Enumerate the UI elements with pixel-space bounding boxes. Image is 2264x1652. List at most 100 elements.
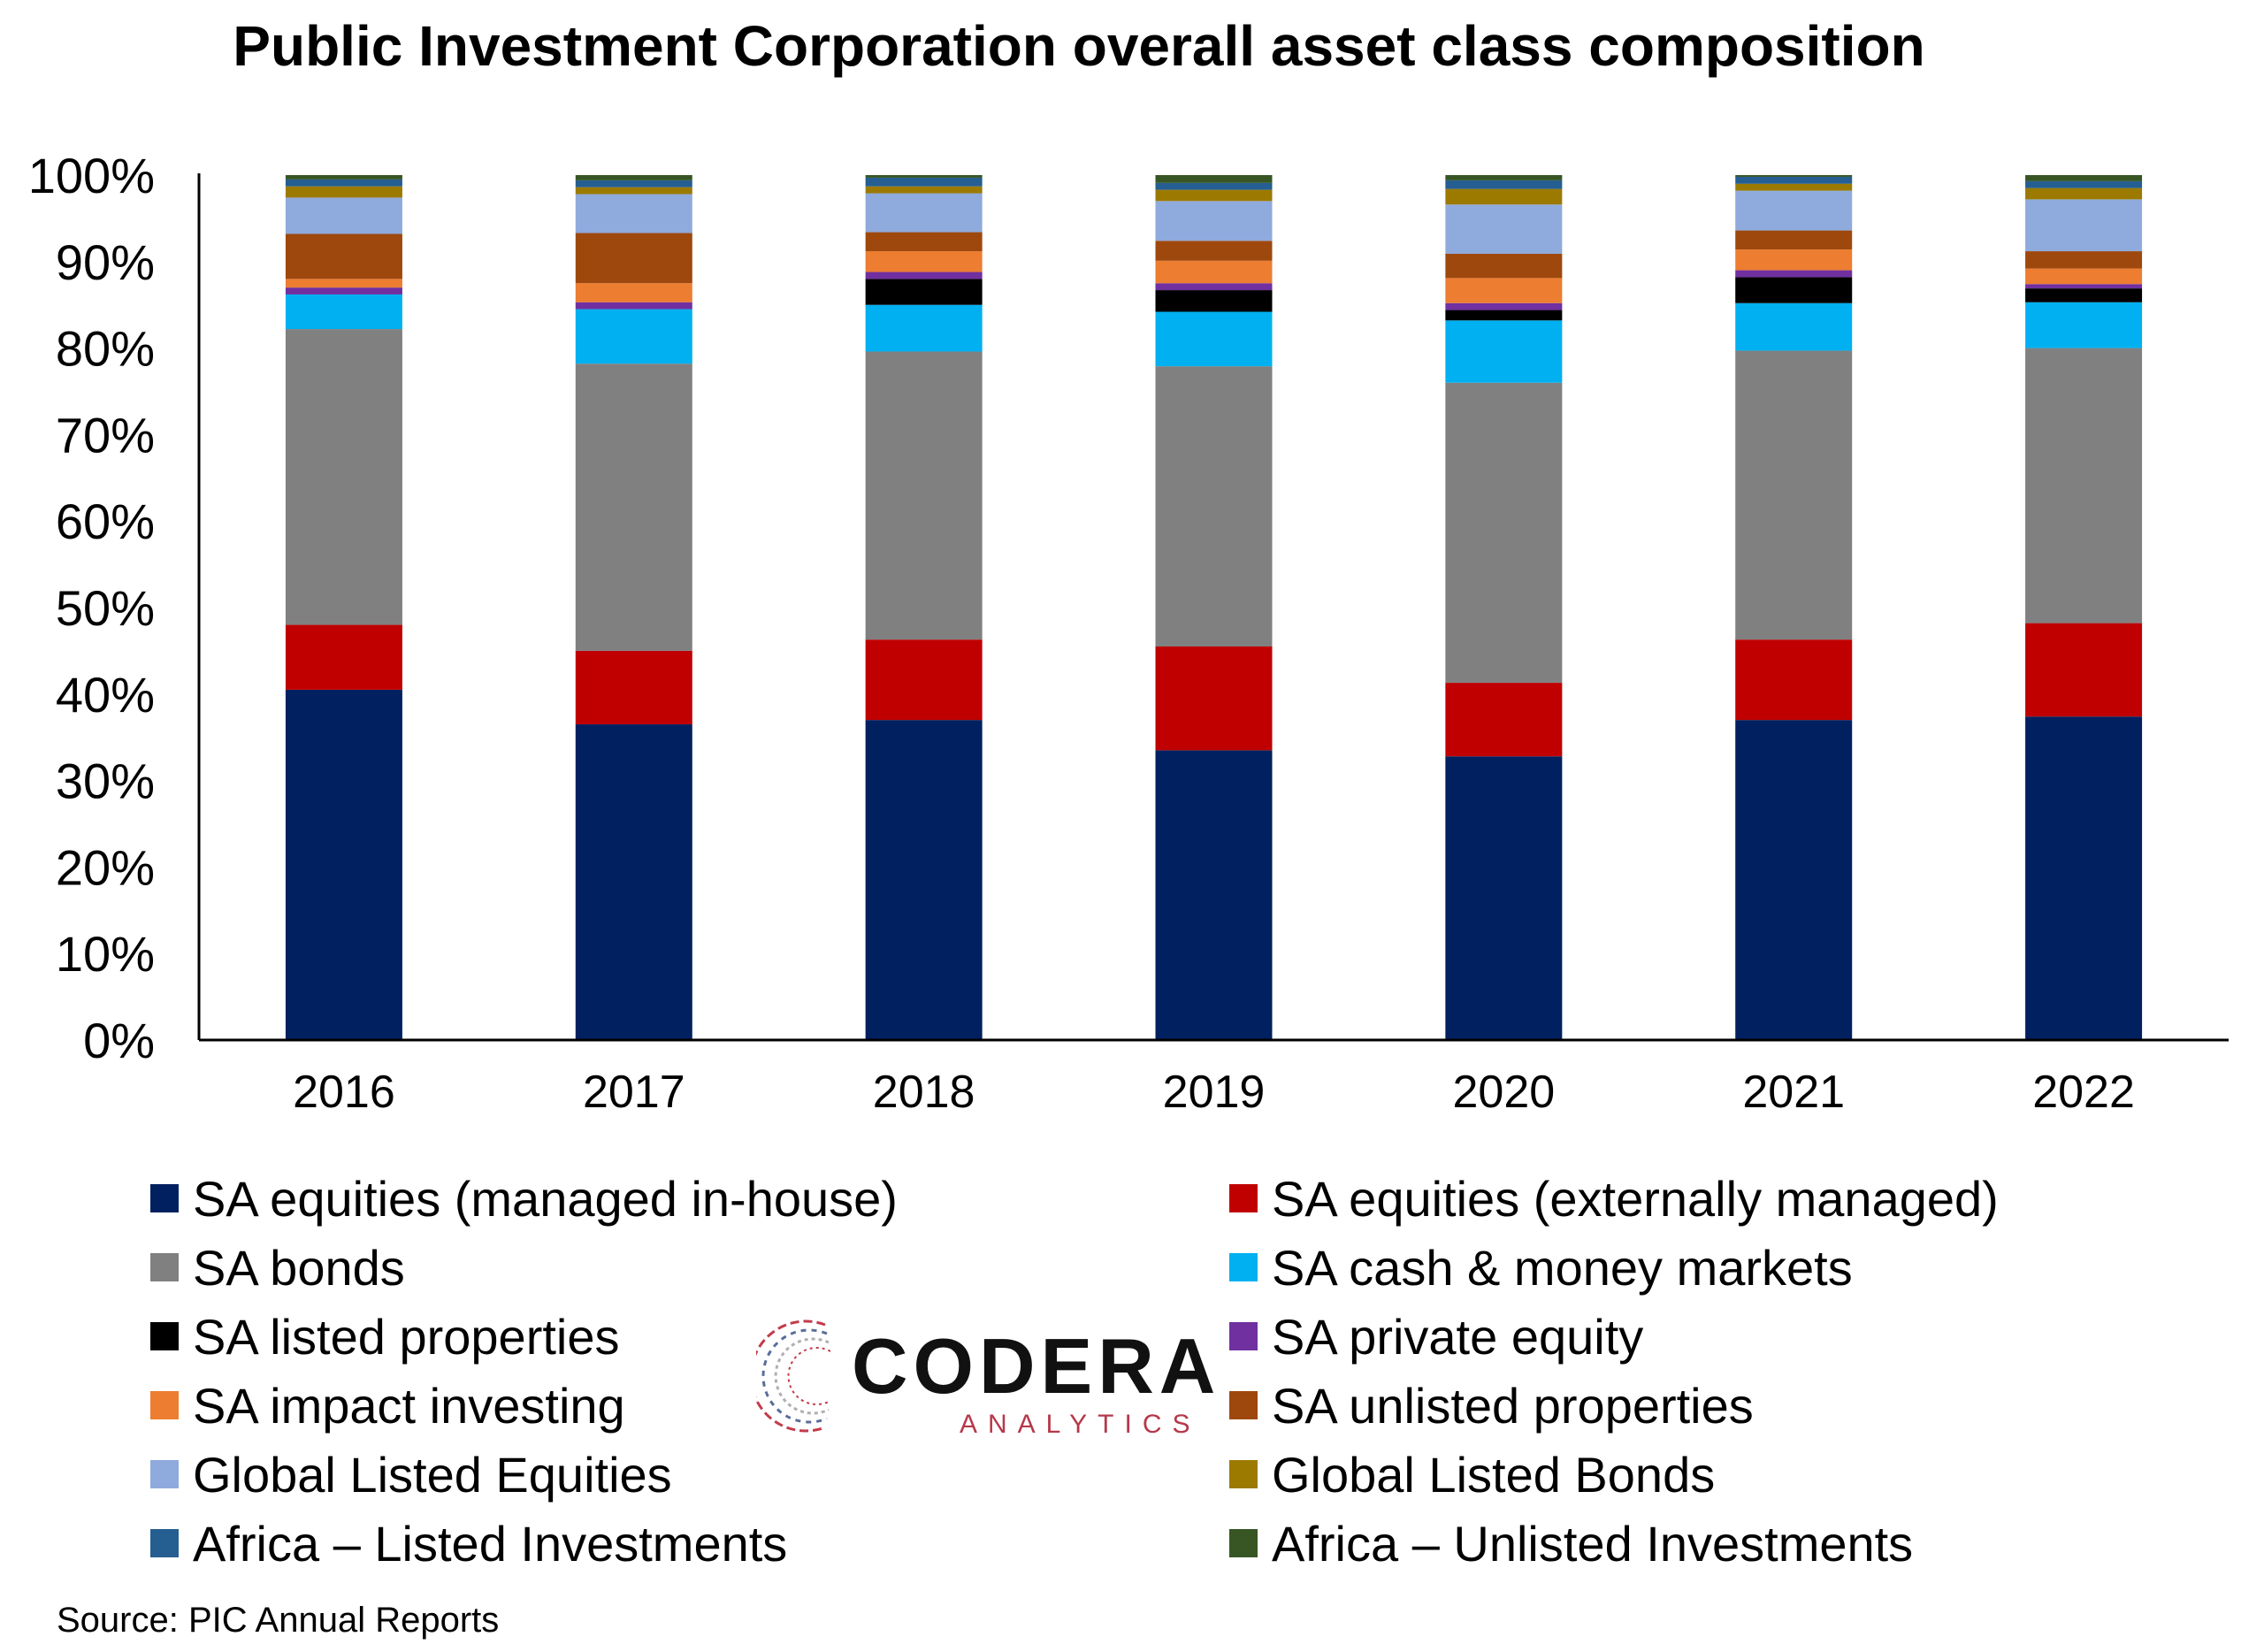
legend-swatch bbox=[1229, 1391, 1258, 1419]
legend-swatch bbox=[150, 1529, 179, 1557]
y-tick-label: 50% bbox=[56, 580, 155, 636]
bar-segment-2019-1 bbox=[1155, 646, 1273, 751]
bar-segment-2019-9 bbox=[1155, 189, 1273, 202]
bar-segment-2022-7 bbox=[2025, 251, 2143, 269]
legend-label: SA equities (managed in-house) bbox=[193, 1170, 898, 1227]
bar-segment-2020-10 bbox=[1445, 180, 1563, 189]
bar-segment-2020-9 bbox=[1445, 188, 1563, 205]
legend-item: SA impact investing bbox=[150, 1374, 625, 1436]
x-tick-label: 2017 bbox=[583, 1067, 685, 1118]
legend-label: SA cash & money markets bbox=[1272, 1239, 1853, 1296]
bar-segment-2016-6 bbox=[285, 279, 402, 288]
legend-item: SA equities (managed in-house) bbox=[150, 1167, 898, 1229]
x-tick-label: 2021 bbox=[1742, 1067, 1845, 1118]
x-tick-label: 2019 bbox=[1163, 1067, 1266, 1118]
bar-segment-2021-11 bbox=[1735, 175, 1853, 177]
bar-segment-2020-7 bbox=[1445, 253, 1563, 279]
stacked-bar-chart: 2016 2017 2018 2019 2020 2021 2022 0% 10% 20% 30% 4… bbox=[28, 148, 2229, 1118]
bar-segment-2022-11 bbox=[2025, 175, 2143, 181]
bar-segment-2020-4 bbox=[1445, 310, 1563, 321]
source-note: Source: PIC Annual Reports bbox=[57, 1601, 500, 1640]
bar-segment-2021-1 bbox=[1735, 639, 1853, 721]
logo-tagline: ANALYTICS bbox=[960, 1410, 1201, 1439]
bar-segment-2022-1 bbox=[2025, 623, 2143, 717]
bar-segment-2016-8 bbox=[285, 197, 402, 234]
bar-segment-2020-8 bbox=[1445, 204, 1563, 254]
bar-segment-2022-0 bbox=[2025, 716, 2143, 1040]
y-tick-label: 30% bbox=[56, 753, 155, 809]
legend-label: SA unlisted properties bbox=[1272, 1377, 1754, 1434]
logo-wordmark: CODERA bbox=[852, 1322, 1221, 1410]
legend-swatch bbox=[1229, 1184, 1258, 1212]
bar-segment-2022-9 bbox=[2025, 187, 2143, 200]
legend-label: Global Listed Bonds bbox=[1272, 1446, 1716, 1503]
bar-segment-2020-1 bbox=[1445, 683, 1563, 757]
bar-segment-2016-9 bbox=[285, 186, 402, 198]
legend-swatch bbox=[150, 1253, 179, 1281]
y-tick-label: 0% bbox=[83, 1013, 155, 1068]
legend-item: Global Listed Bonds bbox=[1229, 1443, 1715, 1505]
bar-segment-2016-5 bbox=[285, 287, 402, 294]
bar-segment-2020-3 bbox=[1445, 320, 1563, 383]
bar-segment-2019-8 bbox=[1155, 201, 1273, 241]
chart-title: Public Investment Corporation overall as… bbox=[233, 14, 1925, 78]
bar-segment-2018-0 bbox=[865, 720, 983, 1040]
bar-segment-2022-3 bbox=[2025, 302, 2143, 348]
legend-item: SA cash & money markets bbox=[1229, 1236, 1853, 1298]
bar-segment-2018-8 bbox=[865, 193, 983, 233]
legend-item: Africa – Unlisted Investments bbox=[1229, 1512, 1913, 1574]
bar-segment-2017-8 bbox=[575, 194, 692, 233]
bar-segment-2022-6 bbox=[2025, 268, 2143, 285]
bar-segment-2017-7 bbox=[575, 233, 692, 284]
bar-segment-2019-5 bbox=[1155, 283, 1273, 291]
legend-swatch bbox=[1229, 1460, 1258, 1488]
bar-segment-2016-1 bbox=[285, 624, 402, 690]
bar-segment-2021-4 bbox=[1735, 277, 1853, 303]
codera-logo: CODERA ANALYTICS bbox=[756, 1305, 1215, 1447]
y-tick-label: 90% bbox=[56, 234, 155, 290]
bar-segment-2021-9 bbox=[1735, 183, 1853, 191]
legend-item: SA unlisted properties bbox=[1229, 1374, 1754, 1436]
bar-segment-2019-6 bbox=[1155, 260, 1273, 284]
bar-segment-2020-11 bbox=[1445, 175, 1563, 180]
bar-segment-2019-11 bbox=[1155, 175, 1273, 183]
x-tick-label: 2020 bbox=[1453, 1067, 1556, 1118]
legend-label: Global Listed Equities bbox=[193, 1446, 672, 1503]
bar-segment-2021-6 bbox=[1735, 249, 1853, 271]
bar-segment-2017-3 bbox=[575, 309, 692, 364]
bar-segment-2016-0 bbox=[285, 689, 402, 1040]
legend-label: Africa – Listed Investments bbox=[193, 1515, 788, 1572]
legend-swatch bbox=[1229, 1322, 1258, 1350]
x-tick-label: 2022 bbox=[2032, 1067, 2135, 1118]
y-tick-label: 20% bbox=[56, 839, 155, 895]
bar-segment-2021-5 bbox=[1735, 270, 1853, 278]
bar-segment-2018-7 bbox=[865, 232, 983, 252]
bar-segment-2022-5 bbox=[2025, 284, 2143, 289]
bar-segment-2017-1 bbox=[575, 650, 692, 725]
legend-swatch bbox=[150, 1184, 179, 1212]
legend-item: SA private equity bbox=[1229, 1305, 1643, 1367]
axes-group: 2016 2017 2018 2019 2020 2021 2022 0% 10% 20% 30% 4… bbox=[28, 148, 2229, 1118]
bar-segment-2018-10 bbox=[865, 177, 983, 187]
bar-segment-2018-11 bbox=[865, 175, 983, 178]
bar-segment-2021-7 bbox=[1735, 230, 1853, 250]
bar-segment-2017-2 bbox=[575, 363, 692, 651]
legend-swatch bbox=[1229, 1253, 1258, 1281]
bar-segment-2017-10 bbox=[575, 180, 692, 187]
legend-label: SA listed properties bbox=[193, 1308, 620, 1365]
bar-segment-2021-10 bbox=[1735, 176, 1853, 184]
y-tick-label: 100% bbox=[28, 148, 155, 203]
x-tick-label: 2018 bbox=[873, 1067, 975, 1118]
bar-segment-2016-7 bbox=[285, 233, 402, 279]
legend-swatch bbox=[1229, 1529, 1258, 1557]
bar-segment-2020-2 bbox=[1445, 382, 1563, 684]
legend-item: SA equities (externally managed) bbox=[1229, 1167, 1999, 1229]
bar-segment-2017-6 bbox=[575, 283, 692, 302]
legend-item: SA bonds bbox=[150, 1236, 405, 1298]
bar-segment-2019-10 bbox=[1155, 182, 1273, 190]
bar-segment-2022-10 bbox=[2025, 180, 2143, 188]
bar-segment-2019-7 bbox=[1155, 241, 1273, 261]
bar-segment-2020-6 bbox=[1445, 278, 1563, 303]
bar-segment-2018-5 bbox=[865, 272, 983, 279]
bar-segment-2016-2 bbox=[285, 329, 402, 625]
